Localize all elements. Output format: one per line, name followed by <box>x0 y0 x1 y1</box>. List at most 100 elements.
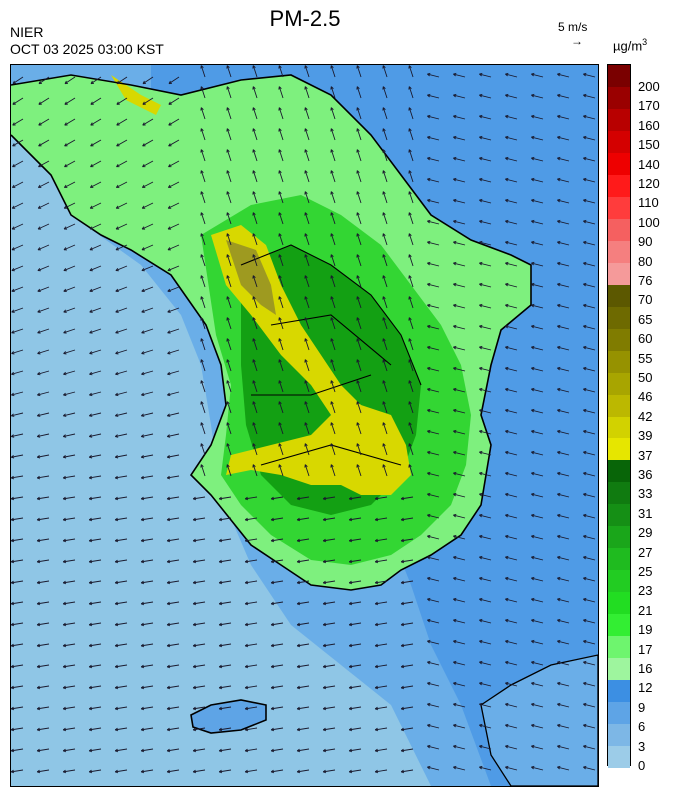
wind-arrow <box>557 136 570 141</box>
wind-arrow <box>252 107 258 120</box>
wind-arrow <box>297 643 310 647</box>
wind-arrow <box>37 517 50 521</box>
wind-arrow <box>408 380 414 393</box>
wind-arrow <box>278 422 284 435</box>
wind-arrow-head <box>166 706 171 711</box>
wind-arrow <box>226 233 232 246</box>
wind-arrow <box>408 86 414 99</box>
wind-arrow-head <box>62 727 67 732</box>
wind-arrow-head <box>63 371 67 376</box>
wind-arrow <box>226 296 232 309</box>
wind-arrow-head <box>348 538 353 543</box>
wind-arrow <box>583 409 596 414</box>
wind-arrow <box>167 349 180 354</box>
wind-arrow <box>505 724 518 729</box>
wind-arrow <box>304 254 310 267</box>
wind-arrow <box>11 286 24 292</box>
wind-arrow <box>167 664 180 668</box>
wind-arrow-head <box>479 219 483 224</box>
wind-arrow <box>226 149 232 162</box>
wind-arrow <box>427 346 440 351</box>
wind-arrow-head <box>356 128 360 132</box>
wind-arrow-head <box>278 149 282 153</box>
wind-arrow <box>479 682 492 687</box>
wind-arrow <box>557 703 570 708</box>
wind-arrow <box>89 727 102 731</box>
wind-arrow <box>557 598 570 603</box>
colorbar-cell <box>608 503 630 527</box>
wind-arrow-head <box>226 86 230 90</box>
wind-arrow-head <box>583 198 587 203</box>
wind-arrow <box>11 601 24 605</box>
wind-arrow <box>38 76 50 84</box>
wind-arrow <box>63 622 76 626</box>
wind-arrow-head <box>114 496 119 501</box>
wind-arrow-head <box>166 622 171 627</box>
wind-arrow <box>453 472 466 477</box>
wind-arrow-head <box>348 517 353 522</box>
wind-arrow <box>11 349 24 354</box>
wind-arrow-head <box>11 475 15 480</box>
wind-arrow <box>141 265 154 271</box>
wind-arrow-head <box>330 107 334 111</box>
wind-arrow-head <box>557 387 561 392</box>
wind-arrow <box>583 304 596 309</box>
wind-arrow-head <box>36 643 41 648</box>
wind-arrow <box>64 118 76 126</box>
wind-arrow <box>479 598 492 603</box>
wind-arrow-head <box>557 765 561 770</box>
wind-arrow-head <box>114 434 119 438</box>
wind-arrow <box>219 559 232 563</box>
wind-arrow <box>271 496 284 500</box>
wind-arrow <box>583 745 596 750</box>
wind-arrow-head <box>322 538 327 543</box>
wind-arrow <box>323 748 336 752</box>
wind-arrow-head <box>278 254 282 258</box>
wind-arrow-head <box>453 702 457 707</box>
wind-arrow <box>323 601 336 605</box>
wind-arrow <box>89 538 102 542</box>
wind-arrow <box>141 454 154 458</box>
wind-arrow <box>583 220 596 225</box>
wind-arrow <box>479 556 492 561</box>
wind-arrow-head <box>427 282 431 287</box>
wind-arrow-head <box>116 122 120 126</box>
wind-arrow <box>193 538 206 542</box>
wind-arrow <box>531 409 544 414</box>
wind-arrow <box>557 241 570 246</box>
wind-arrow <box>89 307 102 313</box>
wind-arrow-head <box>62 496 67 501</box>
wind-arrow <box>278 275 284 288</box>
wind-arrow <box>427 94 440 99</box>
wind-arrow-head <box>505 450 509 455</box>
wind-arrow-head <box>304 149 308 153</box>
wind-arrow-head <box>270 496 275 501</box>
wind-arrow-head <box>505 513 509 518</box>
wind-arrow <box>63 307 76 313</box>
wind-arrow <box>330 65 336 78</box>
wind-arrow-head <box>374 517 379 522</box>
colorbar-cell <box>608 547 630 571</box>
colorbar-cell <box>608 284 630 307</box>
wind-arrow-head <box>557 660 561 665</box>
wind-arrow <box>408 191 414 204</box>
wind-arrow-head <box>427 639 431 644</box>
wind-arrow <box>408 170 414 183</box>
wind-arrow-head <box>453 219 457 224</box>
wind-arrow-head <box>218 580 223 585</box>
wind-arrow <box>453 640 466 645</box>
wind-arrow <box>271 769 284 773</box>
wind-arrow-head <box>252 401 256 405</box>
wind-arrow-head <box>505 744 509 749</box>
wind-arrow <box>304 359 310 372</box>
wind-arrow <box>193 727 206 731</box>
wind-arrow-head <box>427 303 431 308</box>
wind-arrow-head <box>270 622 275 627</box>
colorbar-cell <box>608 679 630 702</box>
wind-arrow-head <box>408 170 412 174</box>
wind-arrow-head <box>36 496 41 501</box>
wind-arrow <box>252 317 258 330</box>
wind-arrow <box>11 559 24 563</box>
wind-arrow-head <box>400 580 405 585</box>
wind-arrow-head <box>304 254 308 258</box>
